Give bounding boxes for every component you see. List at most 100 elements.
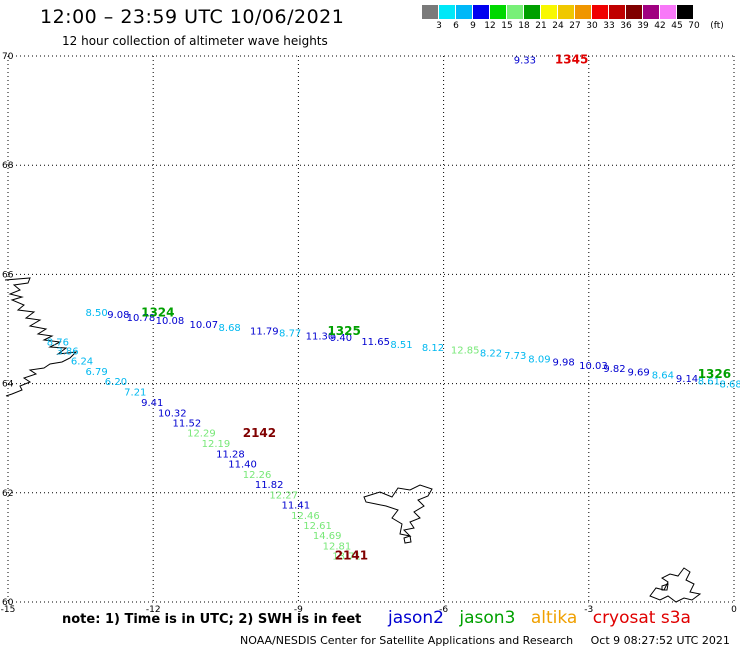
- swh-value: 11.41: [281, 501, 310, 512]
- swh-value: 9.69: [628, 367, 650, 378]
- lon-tick-label: 0: [731, 605, 737, 615]
- swh-value: 7.21: [124, 388, 146, 399]
- colorbar-label: 42: [654, 21, 666, 31]
- swh-value: 8.76: [47, 337, 69, 348]
- swh-value: 8.50: [85, 308, 107, 319]
- swh-value: 6.20: [105, 377, 127, 388]
- pass-time: 1345: [555, 53, 588, 67]
- colorbar-swatch: [541, 5, 558, 19]
- colorbar-swatch: [575, 5, 592, 19]
- lat-tick-label: 64: [2, 380, 14, 390]
- swh-value: 6.24: [71, 356, 93, 367]
- lat-tick-label: 60: [2, 598, 14, 608]
- swh-value: 11.65: [361, 337, 390, 348]
- swh-value: 8.68: [719, 379, 740, 390]
- shetland-islet: [661, 583, 669, 591]
- colorbar-label: 18: [518, 21, 530, 31]
- faroe-islands-coastline: [363, 484, 433, 537]
- colorbar-label: 39: [637, 21, 649, 31]
- swh-value: 9.40: [330, 333, 352, 344]
- swh-value: 9.41: [141, 398, 163, 409]
- swh-value: 10.32: [158, 408, 187, 419]
- swh-value: 9.08: [107, 310, 129, 321]
- colorbar-swatch: [507, 5, 524, 19]
- swh-value: 8.09: [528, 354, 550, 365]
- colorbar-label: 3: [436, 21, 442, 31]
- colorbar-swatch: [439, 5, 456, 19]
- swh-value: 8.61: [698, 377, 720, 388]
- swh-value: 10.08: [156, 316, 185, 327]
- wave-height-colorbar: [422, 5, 694, 19]
- pass-time: 1325: [327, 324, 360, 338]
- colorbar-swatch: [473, 5, 490, 19]
- colorbar-swatch: [456, 5, 473, 19]
- colorbar-label: 12: [484, 21, 496, 31]
- colorbar-label: 33: [603, 21, 615, 31]
- satellite-legend: jason2 jason3 altika cryosat s3a: [388, 608, 701, 628]
- pass-time: 2141: [335, 548, 368, 562]
- swh-value: 12.27: [269, 490, 298, 501]
- colorbar-label: 36: [620, 21, 632, 31]
- colorbar-label: 27: [569, 21, 581, 31]
- swh-value: 10.78: [127, 313, 156, 324]
- colorbar-swatch: [490, 5, 507, 19]
- swh-value: 8.68: [219, 323, 241, 334]
- swh-value: 9.14: [676, 374, 698, 385]
- legend-cryosat-s3a: cryosat s3a: [592, 608, 691, 628]
- lat-lon-grid: [7, 55, 735, 603]
- lat-tick-label: 68: [2, 161, 14, 171]
- map-title: 12:00 – 23:59 UTC 10/06/2021: [40, 6, 345, 28]
- lon-tick-label: -12: [146, 605, 161, 615]
- swh-value: 11.40: [228, 460, 257, 471]
- shetland-islands-coastline: [649, 567, 702, 603]
- colorbar-swatch: [677, 5, 694, 19]
- swh-value: 12.61: [303, 521, 332, 532]
- swh-value: 11.28: [216, 449, 245, 460]
- swh-value: 8.22: [480, 348, 502, 359]
- units-note: note: 1) Time is in UTC; 2) SWH is in fe…: [62, 612, 362, 627]
- colorbar-label: 15: [501, 21, 513, 31]
- swh-value: 12.29: [187, 429, 216, 440]
- swh-value: 10.07: [190, 320, 219, 331]
- swh-value: 11.79: [250, 326, 279, 337]
- colorbar-label: (ft): [710, 21, 724, 31]
- pass-time: 2142: [243, 426, 276, 440]
- colorbar-label: 6: [453, 21, 459, 31]
- colorbar-swatch: [660, 5, 677, 19]
- legend-altika: altika: [530, 608, 578, 628]
- axis-tick-labels: -15 -12 -9 -6 -3 0 70 68 66 64 62 60: [1, 52, 737, 615]
- swh-value: 11.82: [255, 480, 284, 491]
- colorbar-swatch: [422, 5, 439, 19]
- lon-tick-label: -6: [439, 605, 448, 615]
- swh-value: 10.03: [579, 361, 608, 372]
- colorbar-swatch: [592, 5, 609, 19]
- swh-value: 12.85: [451, 346, 480, 357]
- swh-value: 8.12: [422, 343, 444, 354]
- swh-value: 12.19: [202, 439, 231, 450]
- colorbar-label: 24: [552, 21, 564, 31]
- swh-value: 12.81: [323, 542, 352, 553]
- swh-value: 7.73: [504, 351, 526, 362]
- pass-time: 1324: [141, 305, 174, 319]
- swh-value: 9.98: [553, 358, 575, 369]
- credit-date: Oct 9 08:27:52 UTC 2021: [590, 634, 730, 647]
- colorbar-swatch: [609, 5, 626, 19]
- colorbar-label: 45: [671, 21, 683, 31]
- colorbar-label: 21: [535, 21, 547, 31]
- colorbar-labels: 3 6 9 12 15 18 21 24 27 30 33 36 39 42 45 70 (ft): [422, 21, 740, 33]
- swh-value: 13.71: [332, 551, 361, 562]
- swh-value: 8.64: [652, 371, 674, 382]
- credit-line: NOAA/NESDIS Center for Satellite Applica…: [240, 634, 730, 647]
- coastlines: [4, 277, 702, 603]
- lon-tick-label: -9: [294, 605, 303, 615]
- legend-jason3: jason3: [459, 608, 516, 628]
- colorbar-swatch: [626, 5, 643, 19]
- colorbar-label: 70: [688, 21, 700, 31]
- colorbar-swatch: [524, 5, 541, 19]
- swh-value: 6.79: [85, 367, 107, 378]
- iceland-coastline: [4, 277, 78, 397]
- swh-value: 11.52: [173, 419, 202, 430]
- swh-value: 8.77: [279, 329, 301, 340]
